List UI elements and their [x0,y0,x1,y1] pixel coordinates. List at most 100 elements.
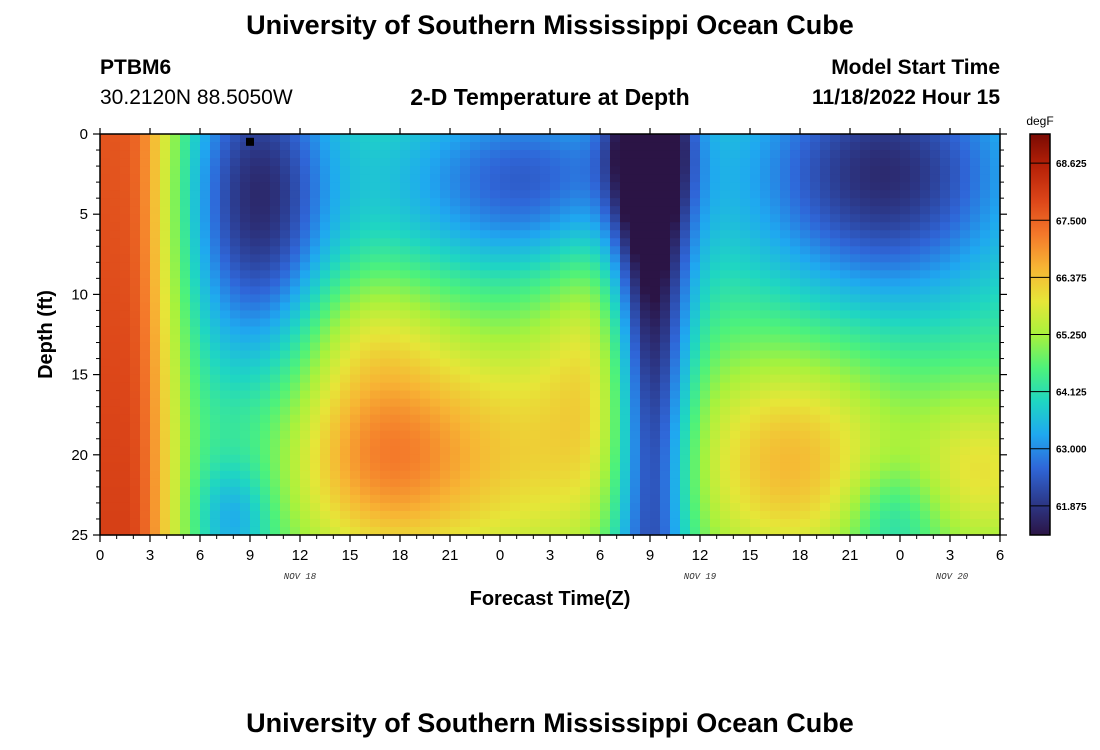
heatmap-cell [220,326,231,336]
heatmap-cell [220,382,231,392]
heatmap-cell [490,502,501,512]
heatmap-cell [590,438,601,448]
heatmap-cell [290,198,301,207]
heatmap-cell [360,254,371,263]
heatmap-cell [650,358,661,368]
heatmap-cell [970,254,981,263]
heatmap-cell [520,302,531,312]
heatmap-cell [180,374,191,384]
heatmap-cell [390,214,401,223]
heatmap-cell [100,358,111,368]
heatmap-cell [890,374,901,384]
heatmap-cell [710,446,721,456]
heatmap-cell [990,342,1001,352]
heatmap-cell [580,502,591,512]
heatmap-cell [650,222,661,231]
heatmap-cell [370,262,381,271]
heatmap-cell [870,182,881,191]
heatmap-cell [280,246,291,255]
heatmap-cell [540,382,551,392]
heatmap-cell [650,190,661,199]
heatmap-cell [470,222,481,231]
heatmap-cell [620,518,631,528]
heatmap-cell [250,366,261,376]
heatmap-cell [240,174,251,183]
x-tick-label: 21 [442,547,459,564]
heatmap-cell [680,142,691,151]
heatmap-cell [210,494,221,504]
heatmap-cell [740,494,751,504]
heatmap-cell [440,494,451,504]
heatmap-cell [120,510,131,520]
heatmap-cell [500,254,511,263]
heatmap-cell [490,302,501,312]
heatmap-cell [630,390,641,400]
heatmap-cell [480,222,491,231]
heatmap-cell [700,518,711,528]
heatmap-cell [480,430,491,440]
heatmap-cell [120,182,131,191]
heatmap-cell [250,310,261,320]
heatmap-cell [820,318,831,328]
heatmap-cell [650,302,661,312]
heatmap-cell [980,366,991,376]
heatmap-cell [510,374,521,384]
heatmap-cell [730,230,741,239]
heatmap-cell [320,350,331,360]
heatmap-cell [620,438,631,448]
heatmap-cell [100,502,111,512]
heatmap-cell [810,342,821,352]
heatmap-cell [340,286,351,295]
heatmap-cell [690,438,701,448]
heatmap-cell [550,518,561,528]
heatmap-cell [850,390,861,400]
heatmap-cell [790,166,801,175]
heatmap-cell [580,398,591,408]
heatmap-cell [720,294,731,304]
heatmap-cell [480,270,491,279]
heatmap-cell [650,206,661,215]
heatmap-cell [160,190,171,199]
heatmap-cell [730,406,741,416]
heatmap-cell [220,334,231,344]
heatmap-cell [810,494,821,504]
heatmap-cell [390,230,401,239]
heatmap-cell [110,134,121,143]
heatmap-cell [850,238,861,247]
heatmap-cell [200,222,211,231]
heatmap-cell [840,502,851,512]
heatmap-cell [350,470,361,480]
y-tick-label: 5 [80,206,88,223]
heatmap-cell [820,238,831,247]
heatmap-cell [990,414,1001,424]
heatmap-cell [360,334,371,344]
heatmap-cell [670,470,681,480]
heatmap-cell [520,310,531,320]
heatmap-cell [440,422,451,432]
heatmap-cell [300,150,311,159]
heatmap-cell [510,342,521,352]
heatmap-cell [600,438,611,448]
heatmap-cell [730,150,741,159]
heatmap-cell [590,198,601,207]
heatmap-cell [200,438,211,448]
heatmap-cell [360,446,371,456]
heatmap-cell [490,446,501,456]
heatmap-cell [160,518,171,528]
heatmap-cell [470,214,481,223]
heatmap-cell [420,190,431,199]
heatmap-cell [790,390,801,400]
heatmap-cell [460,278,471,287]
heatmap-cell [260,478,271,488]
heatmap-cell [750,382,761,392]
heatmap-cell [570,150,581,159]
heatmap-cell [490,310,501,320]
heatmap-cell [650,198,661,207]
heatmap-cell [900,166,911,175]
heatmap-cell [420,374,431,384]
heatmap-cell [900,246,911,255]
heatmap-cell [430,366,441,376]
heatmap-cell [710,246,721,255]
heatmap-cell [150,398,161,408]
heatmap-cell [320,358,331,368]
